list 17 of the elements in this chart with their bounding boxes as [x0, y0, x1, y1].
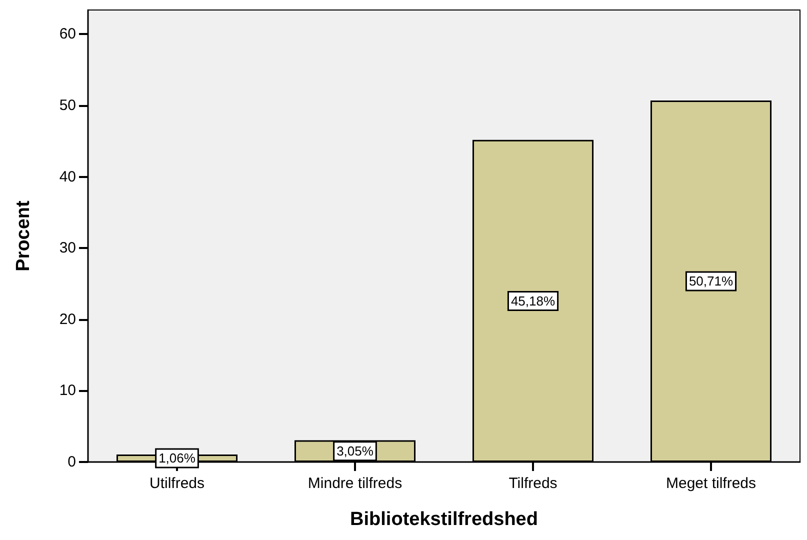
data-label: 45,18% — [510, 293, 556, 308]
data-label: 3,05% — [336, 444, 374, 459]
data-label: 50,71% — [688, 274, 734, 289]
x-axis-title: Bibliotekstilfredshed — [350, 509, 538, 530]
y-tick-label: 40 — [59, 168, 76, 186]
x-tick-label: Meget tilfreds — [666, 475, 756, 492]
x-tick-label: Tilfreds — [508, 475, 558, 492]
y-axis-title: Procent — [13, 200, 34, 272]
y-tick-label: 30 — [59, 240, 76, 257]
x-tick-label: Utilfreds — [149, 475, 205, 492]
y-tick-label: 50 — [59, 97, 76, 114]
y-tick-label: 0 — [68, 454, 76, 470]
y-tick-label: 60 — [59, 26, 76, 43]
y-tick-label: 20 — [59, 310, 76, 328]
x-tick-label: Mindre tilfreds — [308, 475, 402, 492]
data-label: 1,06% — [158, 450, 196, 466]
y-tick-label: 10 — [59, 382, 76, 400]
